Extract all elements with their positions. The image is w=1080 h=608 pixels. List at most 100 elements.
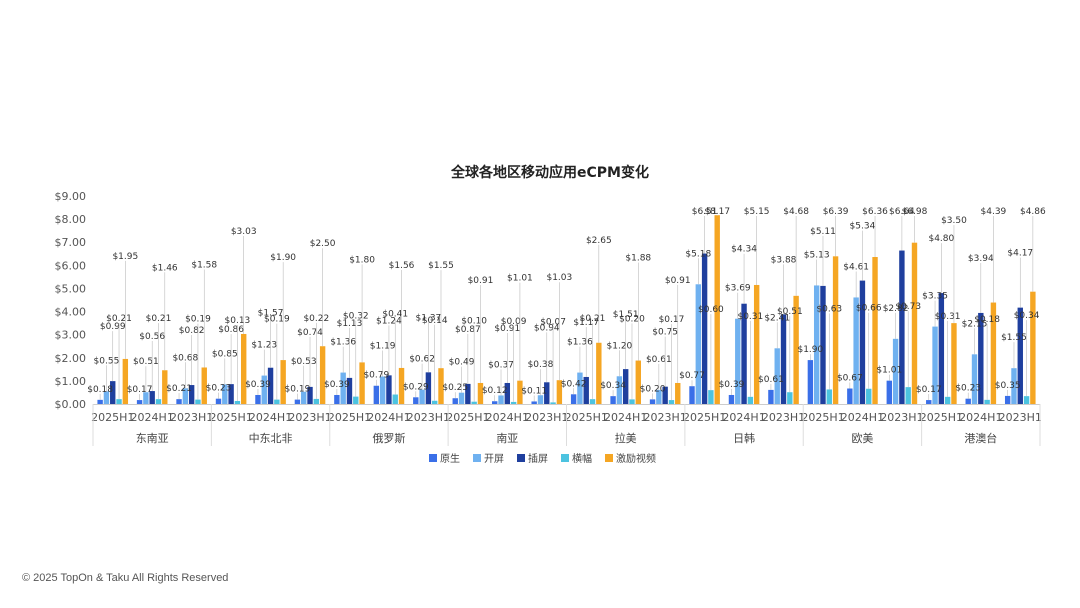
legend-swatch bbox=[517, 454, 525, 462]
data-label: $6.64 bbox=[889, 207, 915, 217]
data-label: $1.56 bbox=[389, 261, 415, 271]
data-label: $0.13 bbox=[225, 316, 251, 326]
data-label: $6.36 bbox=[862, 207, 888, 217]
bar bbox=[195, 399, 201, 404]
bar bbox=[392, 394, 398, 404]
data-label: $2.82 bbox=[883, 304, 909, 314]
data-label: $0.51 bbox=[133, 357, 159, 367]
legend-label: 原生 bbox=[440, 452, 460, 465]
bar bbox=[176, 399, 182, 404]
bar bbox=[1011, 368, 1017, 404]
bar bbox=[926, 400, 932, 404]
bar bbox=[596, 342, 602, 404]
bar bbox=[556, 380, 563, 404]
period-label: 2025H1 bbox=[801, 411, 844, 424]
copyright-footer: © 2025 TopOn & Taku All Rights Reserved bbox=[22, 572, 229, 584]
bar bbox=[911, 242, 918, 404]
data-label: $0.19 bbox=[264, 315, 290, 325]
data-label: $1.19 bbox=[370, 341, 396, 351]
data-label: $0.85 bbox=[212, 349, 238, 359]
bar bbox=[241, 333, 247, 404]
data-label: $1.24 bbox=[376, 316, 402, 326]
data-label: $3.69 bbox=[725, 284, 751, 294]
bar bbox=[714, 215, 720, 404]
bar bbox=[471, 401, 477, 404]
period-label: 2023H1 bbox=[170, 411, 213, 424]
data-label: $4.68 bbox=[783, 207, 809, 217]
bar bbox=[649, 399, 656, 404]
data-label: $0.66 bbox=[856, 304, 882, 314]
data-label: $0.17 bbox=[916, 385, 942, 395]
data-label: $0.39 bbox=[324, 380, 350, 390]
data-label: $4.86 bbox=[1020, 207, 1046, 217]
data-label: $0.38 bbox=[528, 360, 554, 370]
bar bbox=[813, 285, 820, 404]
data-label: $5.15 bbox=[744, 207, 770, 217]
bar bbox=[728, 394, 735, 404]
legend-label: 开屏 bbox=[484, 453, 504, 465]
bar bbox=[413, 397, 419, 404]
bar bbox=[872, 257, 878, 404]
y-tick-label: $1.00 bbox=[55, 375, 87, 388]
data-label: $0.34 bbox=[1014, 311, 1040, 321]
data-label: $1.88 bbox=[625, 254, 651, 264]
data-label: $0.39 bbox=[719, 380, 745, 390]
bar bbox=[944, 396, 951, 404]
data-label: $1.36 bbox=[330, 338, 356, 348]
data-label: $4.17 bbox=[1007, 249, 1033, 259]
data-label: $0.07 bbox=[540, 317, 566, 327]
y-tick-label: $5.00 bbox=[55, 282, 87, 295]
data-label: $1.17 bbox=[573, 318, 599, 328]
period-label: 2024H1 bbox=[486, 411, 529, 424]
bar bbox=[458, 392, 465, 404]
data-label: $0.51 bbox=[777, 307, 803, 317]
data-label: $0.53 bbox=[291, 357, 317, 367]
legend-label: 插屏 bbox=[528, 452, 548, 465]
region-label: 东南亚 bbox=[136, 432, 169, 445]
data-label: $0.63 bbox=[816, 304, 842, 314]
y-tick-label: $9.00 bbox=[55, 190, 87, 203]
bar bbox=[708, 390, 714, 404]
legend-swatch bbox=[561, 454, 569, 462]
data-label: $0.61 bbox=[758, 375, 784, 385]
bar bbox=[215, 398, 222, 404]
bar bbox=[280, 360, 286, 404]
y-axis: $0.00 $1.00 $2.00 $3.00 $4.00 $5.00 $6.00 $7.00… bbox=[55, 190, 87, 411]
bar bbox=[307, 386, 313, 404]
bar bbox=[656, 389, 662, 404]
bar bbox=[431, 400, 438, 404]
bar bbox=[768, 389, 774, 404]
bar bbox=[866, 388, 872, 404]
data-label: $0.25 bbox=[442, 383, 468, 393]
bar bbox=[689, 386, 695, 404]
bar bbox=[544, 382, 550, 404]
bar bbox=[610, 396, 616, 404]
bar bbox=[222, 384, 228, 404]
data-label: $8.17 bbox=[704, 207, 730, 217]
bar bbox=[517, 380, 523, 404]
bar bbox=[149, 391, 155, 404]
bar bbox=[807, 360, 814, 404]
bar bbox=[932, 326, 938, 404]
y-tick-label: $6.00 bbox=[55, 259, 87, 272]
data-label: $0.37 bbox=[488, 360, 514, 370]
bar bbox=[668, 400, 675, 404]
period-label: 2025H1 bbox=[920, 411, 963, 424]
bar bbox=[577, 372, 583, 404]
bar bbox=[735, 318, 741, 404]
data-label: $1.55 bbox=[1001, 333, 1027, 343]
data-label: $0.21 bbox=[580, 314, 606, 324]
data-label: $2.41 bbox=[764, 313, 790, 323]
period-label: 2024H1 bbox=[722, 411, 765, 424]
data-label: $1.51 bbox=[613, 310, 639, 320]
data-label: $0.94 bbox=[534, 323, 560, 333]
data-label: $0.74 bbox=[297, 328, 323, 338]
data-label: $4.80 bbox=[928, 234, 954, 244]
data-label: $0.79 bbox=[363, 371, 389, 381]
bar bbox=[438, 368, 444, 404]
bar bbox=[334, 394, 340, 404]
data-label: $1.23 bbox=[251, 341, 277, 351]
data-label: $0.39 bbox=[245, 380, 271, 390]
data-label: $5.18 bbox=[685, 249, 711, 259]
period-label: 2025H1 bbox=[446, 411, 489, 424]
